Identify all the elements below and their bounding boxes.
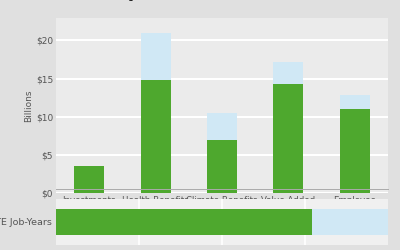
Bar [340,96,370,109]
Legend: Low, High: Low, High [58,0,140,1]
Bar [274,62,303,84]
Bar [141,33,170,80]
Bar [56,209,312,234]
Y-axis label: Billions: Billions [24,89,33,122]
Bar [74,166,104,193]
Bar [207,113,237,140]
Bar [207,140,237,193]
Bar [141,80,170,193]
Bar [274,84,303,193]
Bar [312,209,388,234]
Bar [340,109,370,193]
